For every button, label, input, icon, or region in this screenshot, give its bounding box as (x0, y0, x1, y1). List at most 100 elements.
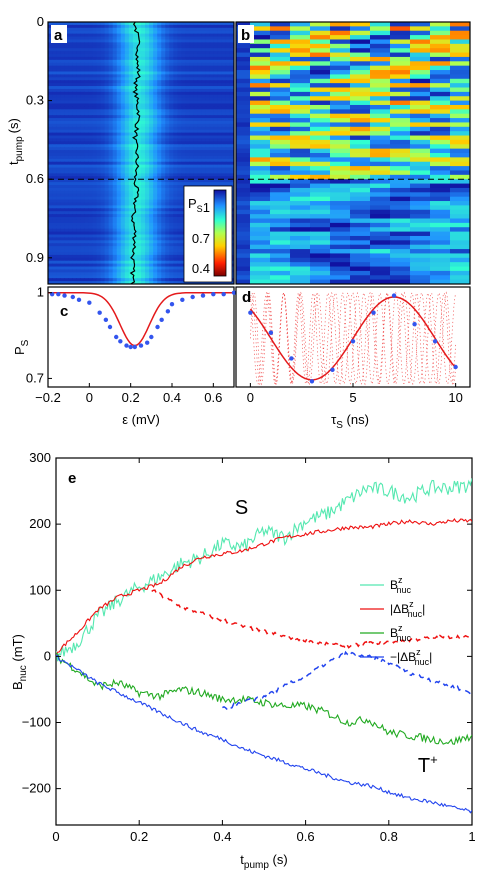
heatmap-a-cell (92, 243, 98, 247)
heatmap-b-edge-cell (236, 179, 250, 185)
heatmap-a-cell (173, 281, 178, 284)
heatmap-a-cell (209, 42, 215, 46)
heatmap-a-cell (52, 71, 57, 75)
heatmap-a-cell (165, 153, 170, 157)
heatmap-a-cell (112, 249, 118, 253)
heatmap-a-cell (128, 51, 134, 55)
heatmap-a-cell (100, 65, 106, 70)
heatmap-a-cell (149, 167, 154, 172)
heatmap-a-cell (128, 167, 134, 172)
heatmap-b-cell (390, 257, 411, 263)
heatmap-a-cell (132, 36, 138, 41)
heatmap-a-cell (205, 106, 211, 110)
heatmap-a-cell (96, 272, 102, 276)
heatmap-a-cell (60, 135, 65, 140)
heatmap-a-cell (145, 30, 150, 35)
heatmap-b-cell (410, 231, 431, 237)
heatmap-a-cell (165, 234, 170, 239)
heatmap-b-cell (350, 122, 371, 128)
heatmap-a-cell (88, 120, 94, 125)
heatmap-a-cell (120, 219, 126, 224)
heatmap-a-cell (145, 278, 150, 282)
heatmap-a-cell (161, 71, 166, 75)
heatmap-b-cell (410, 179, 431, 185)
heatmap-a-cell (136, 251, 142, 256)
heatmap-a-cell (197, 161, 203, 166)
heatmap-b-cell (350, 192, 371, 198)
heatmap-a-cell (52, 185, 57, 189)
heatmap-b-cell (250, 131, 271, 137)
heatmap-a-cell (104, 225, 110, 230)
heatmap-a-cell (149, 170, 154, 174)
heatmap-b-cell (410, 113, 431, 119)
heatmap-a-cell (128, 187, 134, 192)
heatmap-a-cell (141, 202, 146, 206)
heatmap-a-cell (64, 62, 69, 67)
heatmap-a-cell (68, 144, 73, 148)
heatmap-a-cell (181, 115, 187, 119)
heatmap-a-cell (201, 135, 207, 140)
heatmap-a-cell (165, 179, 170, 183)
heatmap-a-cell (193, 36, 199, 41)
heatmap-a-cell (165, 68, 170, 73)
heatmap-a-cell (56, 59, 61, 64)
heatmap-b-cell (330, 26, 351, 32)
heatmap-b-cell (250, 196, 271, 202)
heatmap-a-cell (120, 190, 126, 195)
heatmap-a-cell (169, 123, 174, 128)
heatmap-a-cell (92, 158, 98, 163)
heatmap-b-cell (350, 135, 371, 141)
heatmap-a-cell (149, 147, 154, 151)
heatmap-a-cell (60, 176, 65, 180)
heatmap-b-cell (290, 56, 311, 62)
heatmap-a-cell (197, 48, 203, 52)
heatmap-a-cell (197, 135, 203, 140)
heatmap-a-cell (116, 176, 122, 180)
heatmap-b-cell (290, 70, 311, 75)
heatmap-a-cell (120, 120, 126, 125)
heatmap-a-cell (80, 205, 85, 209)
heatmap-a-cell (193, 100, 199, 105)
heatmap-a-cell (221, 94, 227, 99)
heatmap-b-edge-cell (236, 56, 250, 62)
heatmap-a-cell (217, 112, 223, 116)
heatmap-a-cell (217, 167, 223, 172)
heatmap-a-cell (136, 51, 142, 55)
heatmap-b-cell (250, 39, 271, 45)
heatmap-a-cell (136, 141, 142, 145)
heatmap-a-cell (92, 193, 98, 198)
heatmap-b-cell (250, 174, 271, 180)
heatmap-a-cell (104, 234, 110, 239)
heatmap-a-cell (68, 80, 73, 84)
heatmap-a-cell (68, 120, 73, 125)
heatmap-b-cell (350, 96, 371, 102)
heatmap-a-cell (165, 190, 170, 195)
heatmap-a-cell (221, 48, 227, 52)
heatmap-b-cell (330, 122, 351, 128)
heatmap-a-cell (84, 153, 90, 157)
heatmap-b-cell (350, 118, 371, 123)
heatmap-a-cell (120, 196, 126, 201)
heatmap-a-cell (189, 33, 195, 38)
heatmap-a-cell (132, 237, 138, 241)
heatmap-a-cell (48, 74, 53, 78)
heatmap-a-cell (104, 182, 110, 186)
heatmap-a-cell (56, 173, 61, 177)
heatmap-a-cell (76, 74, 81, 78)
heatmap-a-cell (92, 118, 98, 122)
heatmap-a-cell (161, 33, 166, 38)
heatmap-a-cell (153, 182, 158, 186)
heatmap-a-cell (189, 176, 195, 180)
heatmap-a-cell (84, 77, 90, 81)
heatmap-a-cell (181, 39, 187, 43)
heatmap-a-cell (120, 205, 126, 209)
heatmap-a-cell (68, 243, 73, 247)
heatmap-a-cell (229, 170, 234, 174)
heatmap-a-cell (157, 77, 162, 81)
heatmap-a-cell (205, 51, 211, 55)
heatmap-b-cell (270, 83, 291, 88)
heatmap-a-cell (76, 182, 81, 186)
panel-c-data-point (155, 324, 160, 330)
heatmap-a-cell (136, 167, 142, 172)
heatmap-a-cell (177, 36, 183, 41)
